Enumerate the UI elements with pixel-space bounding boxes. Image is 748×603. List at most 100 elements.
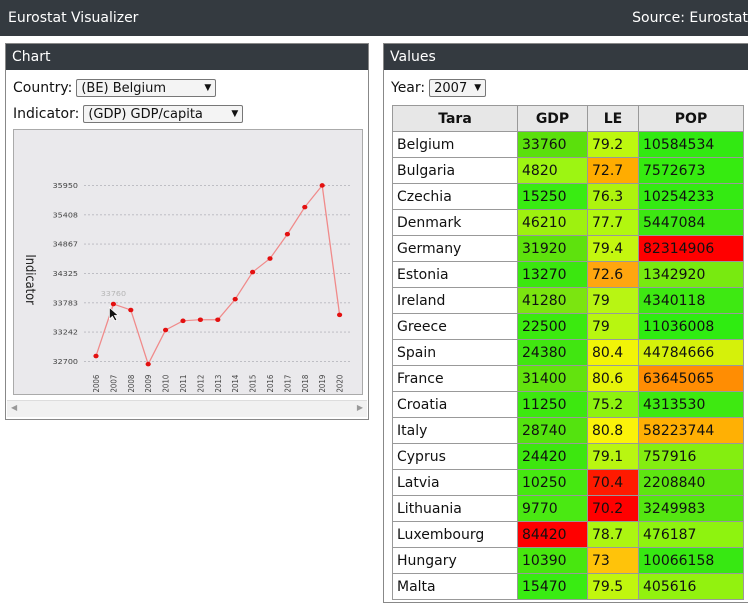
table-row[interactable]: Estonia 13270 72.6 1342920: [392, 261, 744, 288]
cursor-icon: [109, 306, 120, 322]
cell-country: Bulgaria: [392, 157, 518, 184]
y-tick-label: 34325: [53, 270, 79, 278]
indicator-select[interactable]: (GDP) GDP/capita ▼: [83, 105, 244, 123]
table-row[interactable]: Hungary 10390 73 10066158: [392, 547, 744, 574]
country-row: Country: (BE) Belgium ▼: [13, 79, 217, 97]
column-header-pop[interactable]: POP: [638, 105, 744, 132]
cell-gdp: 9770: [517, 495, 588, 522]
table-row[interactable]: Lithuania 9770 70.2 3249983: [392, 495, 744, 522]
cell-country: Ireland: [392, 287, 518, 314]
table-row[interactable]: Greece 22500 79 11036008: [392, 313, 744, 340]
table-row[interactable]: France 31400 80.6 63645065: [392, 365, 744, 392]
data-point: [110, 301, 116, 307]
cell-le: 79.2: [587, 131, 639, 158]
cell-country: Greece: [392, 313, 518, 340]
cell-le: 78.7: [587, 521, 639, 548]
cell-le: 79: [587, 287, 639, 314]
column-header-le[interactable]: LE: [587, 105, 639, 132]
cell-pop: 476187: [638, 521, 744, 548]
data-point: [163, 327, 169, 333]
table-row[interactable]: Spain 24380 80.4 44784666: [392, 339, 744, 366]
cell-le: 73: [587, 547, 639, 574]
cell-country: Estonia: [392, 261, 518, 288]
country-select-value: (BE) Belgium: [81, 80, 167, 96]
data-point: [93, 353, 99, 359]
cell-country: Hungary: [392, 547, 518, 574]
x-tick-label: 2019: [318, 374, 328, 392]
cell-gdp: 15250: [517, 183, 588, 210]
hover-value-label: 33760: [101, 290, 127, 298]
table-row[interactable]: Germany 31920 79.4 82314906: [392, 235, 744, 262]
table-row[interactable]: Bulgaria 4820 72.7 7572673: [392, 157, 744, 184]
x-tick-label: 2008: [126, 374, 136, 392]
x-tick-label: 2017: [283, 374, 293, 392]
indicator-select-value: (GDP) GDP/capita: [88, 106, 203, 122]
table-row[interactable]: Latvia 10250 70.4 2208840: [392, 469, 744, 496]
x-tick-label: 2014: [231, 374, 241, 392]
line-chart[interactable]: Indicator 32700 33242 33783 34325 34867 35408 3…: [14, 130, 362, 394]
x-tick-label: 2016: [266, 374, 276, 392]
cell-country: Germany: [392, 235, 518, 262]
table-row[interactable]: Croatia 11250 75.2 4313530: [392, 391, 744, 418]
cell-gdp: 31920: [517, 235, 588, 262]
table-row[interactable]: Ireland 41280 79 4340118: [392, 287, 744, 314]
cell-country: Croatia: [392, 391, 518, 418]
table-header-row: Tara GDP LE POP: [392, 105, 744, 132]
cell-gdp: 11250: [517, 391, 588, 418]
chart-panel-title: Chart: [6, 44, 368, 70]
values-panel: Values Year: 2007 ▼ Tara GDP LE POP Belg…: [383, 43, 748, 603]
y-tick-label: 35950: [53, 182, 79, 190]
column-header-tara[interactable]: Tara: [392, 105, 518, 132]
data-point: [128, 307, 134, 313]
data-point: [145, 361, 151, 367]
data-point: [267, 256, 273, 261]
year-select[interactable]: 2007 ▼: [429, 79, 487, 97]
x-tick-label: 2018: [300, 374, 310, 392]
cell-pop: 44784666: [638, 339, 744, 366]
data-point: [232, 296, 238, 302]
cell-pop: 10066158: [638, 547, 744, 574]
cell-country: Cyprus: [392, 443, 518, 470]
chevron-down-icon: ▼: [231, 109, 239, 119]
column-header-gdp[interactable]: GDP: [517, 105, 588, 132]
cell-gdp: 10390: [517, 547, 588, 574]
y-tick-label: 33242: [53, 328, 79, 336]
country-label: Country:: [13, 80, 73, 96]
cell-gdp: 24420: [517, 443, 588, 470]
year-row: Year: 2007 ▼: [391, 79, 487, 97]
cell-pop: 5447084: [638, 209, 744, 236]
x-tick-label: 2007: [109, 374, 119, 392]
cell-gdp: 24380: [517, 339, 588, 366]
values-table: Tara GDP LE POP Belgium 33760 79.2 10584534…: [392, 105, 744, 600]
scroll-left-icon[interactable]: ◀: [11, 403, 18, 412]
cell-gdp: 46210: [517, 209, 588, 236]
x-tick-label: 2006: [92, 374, 102, 392]
data-point: [284, 231, 290, 237]
app-header: Eurostat Visualizer Source: Eurostat: [0, 0, 748, 36]
values-panel-title: Values: [384, 44, 748, 70]
table-row[interactable]: Czechia 15250 76.3 10254233: [392, 183, 744, 210]
y-tick-label: 35408: [53, 211, 79, 219]
table-row[interactable]: Denmark 46210 77.7 5447084: [392, 209, 744, 236]
chart-frame: Indicator 32700 33242 33783 34325 34867 35408 3…: [13, 129, 363, 395]
cell-le: 76.3: [587, 183, 639, 210]
chart-panel: Chart Country: (BE) Belgium ▼ Indicator:…: [5, 43, 369, 420]
scroll-right-icon[interactable]: ▶: [356, 403, 363, 412]
table-row[interactable]: Belgium 33760 79.2 10584534: [392, 131, 744, 158]
cell-le: 75.2: [587, 391, 639, 418]
cell-le: 72.7: [587, 157, 639, 184]
table-row[interactable]: Luxembourg 84420 78.7 476187: [392, 521, 744, 548]
year-label: Year:: [391, 80, 426, 96]
cell-le: 79: [587, 313, 639, 340]
chart-horizontal-scrollbar[interactable]: ◀ ▶: [7, 400, 367, 417]
cell-le: 80.4: [587, 339, 639, 366]
x-tick-label: 2012: [196, 374, 206, 392]
table-row[interactable]: Italy 28740 80.8 58223744: [392, 417, 744, 444]
country-select[interactable]: (BE) Belgium ▼: [76, 79, 217, 97]
indicator-row: Indicator: (GDP) GDP/capita ▼: [13, 105, 244, 123]
cell-country: Lithuania: [392, 495, 518, 522]
table-row[interactable]: Cyprus 24420 79.1 757916: [392, 443, 744, 470]
x-tick-label: 2010: [161, 374, 171, 392]
cell-country: Italy: [392, 417, 518, 444]
cell-le: 80.8: [587, 417, 639, 444]
